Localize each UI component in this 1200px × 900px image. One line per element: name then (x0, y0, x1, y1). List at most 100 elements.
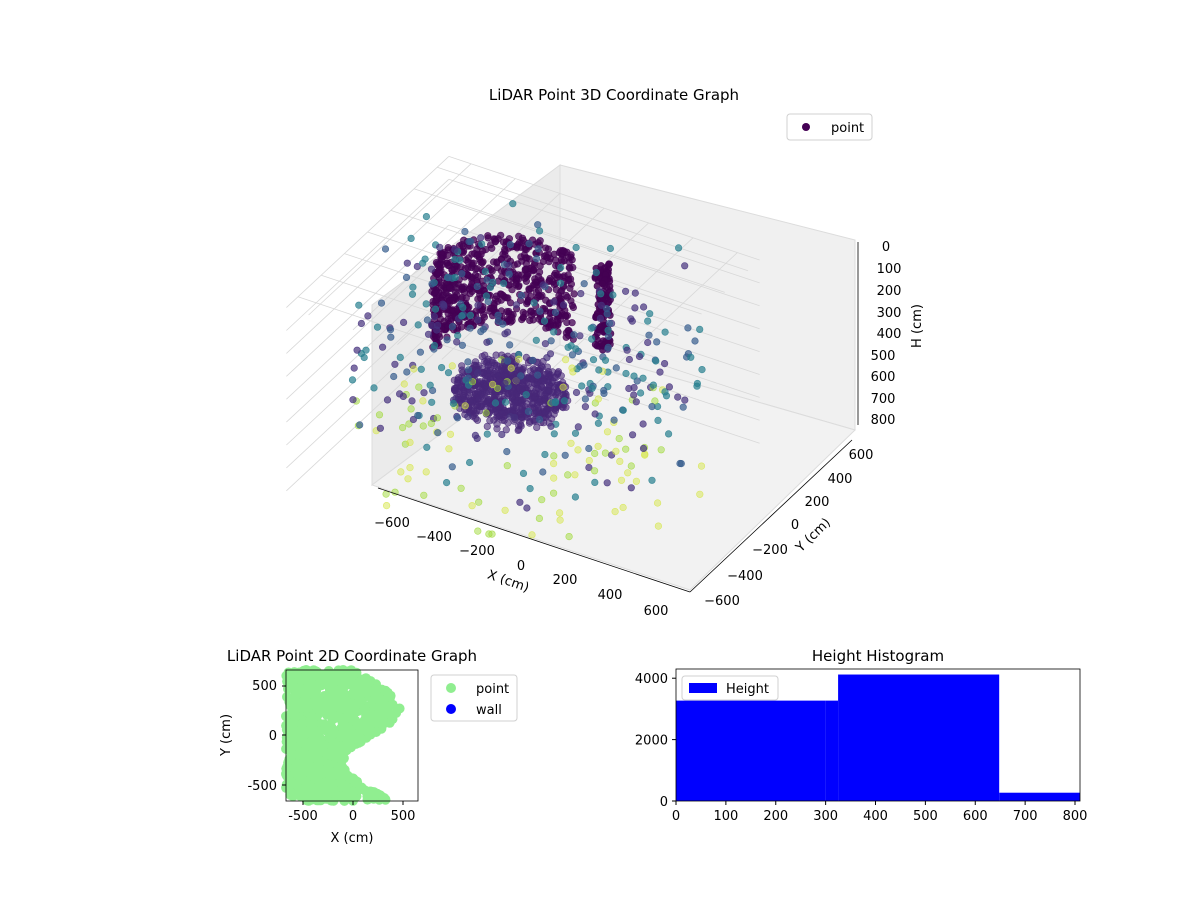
point-3d (545, 276, 554, 285)
point-2d (323, 670, 334, 681)
point-3d (503, 308, 511, 316)
point-3d (611, 508, 619, 516)
histogram-y-tick-label: 4000 (635, 672, 668, 687)
point-3d (504, 357, 512, 365)
point-3d (453, 338, 461, 346)
point-2d (350, 715, 361, 726)
point-3d (534, 371, 542, 379)
point-2d (282, 691, 292, 702)
point-3d (482, 409, 490, 417)
point-3d (581, 395, 590, 403)
grid-line (448, 156, 760, 261)
z-tick-label: 600 (871, 370, 896, 385)
point-3d (541, 450, 549, 459)
legend-2d: point wall (430, 674, 518, 722)
point-3d (567, 253, 575, 261)
point-2d (340, 695, 351, 706)
point-3d (551, 308, 560, 317)
point-3d (437, 254, 445, 262)
legend-3d-box (786, 113, 873, 141)
point-3d (550, 328, 558, 336)
point-3d (597, 301, 606, 309)
point-2d (294, 771, 305, 782)
grid-line (448, 178, 760, 284)
point-3d (630, 391, 638, 399)
point-3d (417, 365, 425, 373)
point-3d (362, 346, 370, 354)
point-3d (464, 413, 472, 421)
point-3d (473, 282, 481, 291)
point-3d (617, 476, 626, 484)
histogram-x-tick-label: 500 (913, 809, 938, 824)
point-3d (630, 372, 638, 380)
point-3d (581, 403, 590, 411)
point-3d (534, 221, 542, 229)
point-3d (503, 462, 511, 470)
x-tick-label: −400 (416, 530, 452, 545)
point-3d (660, 360, 669, 368)
point-3d (580, 361, 588, 369)
point-3d (493, 384, 502, 392)
point-3d (600, 389, 608, 398)
point-3d (422, 468, 430, 476)
point-3d (498, 365, 506, 373)
histogram-x-tick-label: 400 (863, 809, 888, 824)
point-3d (656, 368, 664, 376)
point-3d (535, 415, 544, 424)
point-3d (457, 383, 466, 391)
point-3d (465, 303, 473, 311)
point-3d (594, 419, 603, 427)
histogram-y-ticks: 0 2000 4000 (635, 672, 676, 810)
point-3d (408, 290, 417, 298)
point-2d (292, 759, 303, 770)
point-2d (358, 679, 369, 689)
point-3d (539, 257, 547, 266)
point-3d (557, 263, 565, 272)
point-3d (514, 426, 522, 435)
point-3d (448, 323, 457, 331)
point-3d (414, 321, 422, 329)
point-3d (509, 200, 517, 208)
x-tick-label: 400 (598, 588, 623, 603)
point-2d (283, 683, 293, 694)
point-3d (491, 238, 499, 246)
point-3d (601, 449, 610, 457)
point-3d (430, 341, 439, 350)
point-3d (543, 354, 551, 362)
point-3d (622, 369, 630, 378)
point-3d (644, 317, 652, 325)
point-3d (443, 251, 452, 259)
point-3d (645, 331, 653, 339)
point-3d (530, 281, 539, 289)
point-2d (360, 722, 371, 733)
point-3d (400, 318, 408, 327)
point-3d (468, 502, 476, 510)
point-3d (532, 255, 541, 263)
y-tick-label: 400 (828, 472, 853, 487)
point-3d (674, 393, 682, 401)
point-3d (473, 416, 482, 424)
histogram-frame (675, 668, 1081, 802)
point-3d (415, 383, 423, 391)
point-3d (503, 328, 512, 336)
x-tick-labels: −600 −400 −200 0 200 400 600 (374, 516, 668, 619)
y-tick-label: −600 (704, 594, 740, 609)
point-3d (497, 290, 506, 298)
point-2d (336, 748, 347, 759)
point-3d (610, 416, 618, 424)
point-3d (396, 390, 404, 398)
point-3d (574, 446, 582, 454)
point-2d (325, 732, 336, 743)
point-3d (474, 394, 482, 403)
point-3d (376, 424, 385, 432)
point-3d (422, 213, 431, 221)
point-3d (559, 383, 567, 391)
point-2d (331, 741, 342, 752)
point-3d (436, 333, 444, 341)
point-3d (506, 341, 514, 349)
point-3d (428, 321, 436, 330)
point-3d (661, 388, 669, 396)
point-3d (547, 337, 555, 345)
point-3d (534, 245, 542, 253)
point-3d (698, 366, 706, 374)
